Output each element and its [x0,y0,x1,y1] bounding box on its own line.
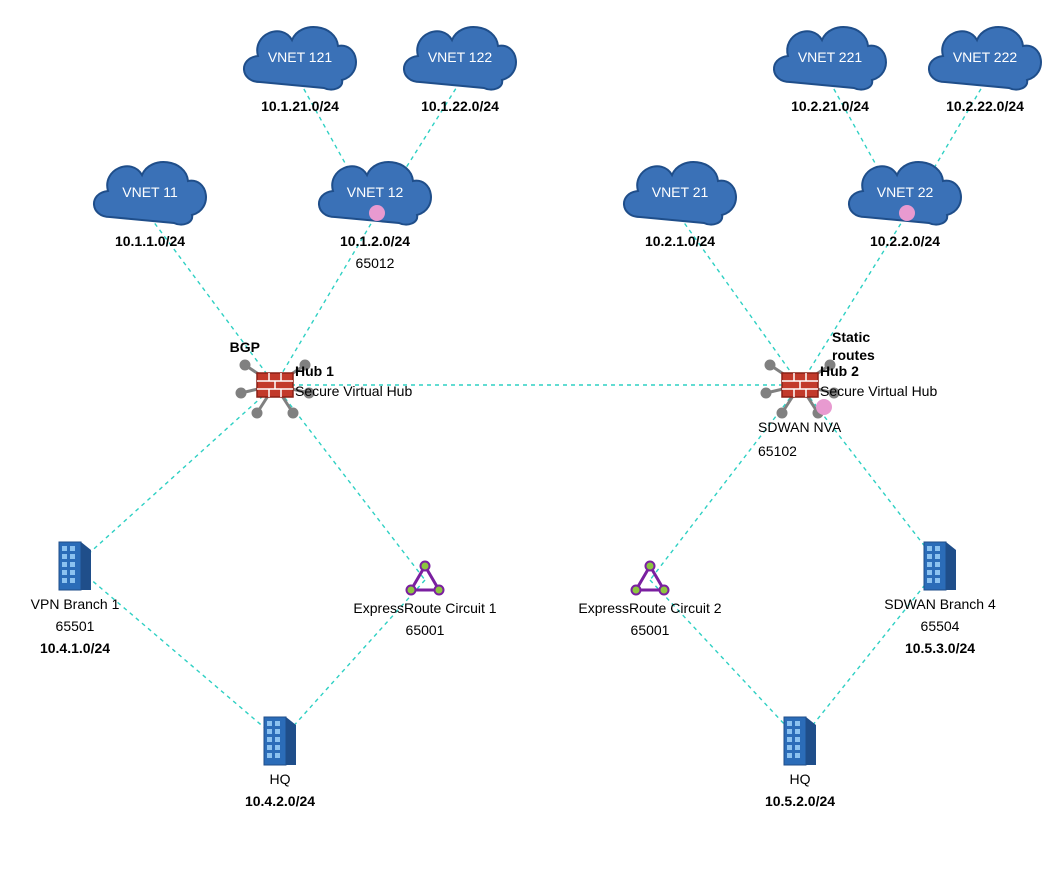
cloud-vnet22: VNET 22 [849,162,961,225]
subnet-label: 10.2.2.0/24 [805,233,1005,249]
building-label: VPN Branch 1 [0,596,175,612]
nva-asn: 65102 [758,443,918,459]
cloud-vnet11: VNET 11 [94,162,206,225]
building-sdwan4 [924,542,956,590]
cloud-vnet222: VNET 222 [929,27,1041,90]
hub-subtitle: Secure Virtual Hub [295,383,495,399]
hub-side-label: routes [832,347,912,363]
building-asn: 65501 [0,618,175,634]
building-hq2 [784,717,816,765]
cloud-vnet122: VNET 122 [404,27,516,90]
cloud-vnet121: VNET 121 [244,27,356,90]
cloud-label: VNET 121 [268,49,333,65]
cloud-vnet12: VNET 12 [319,162,431,225]
building-label: HQ [700,771,900,787]
building-hq1 [264,717,296,765]
building-subnet: 10.5.2.0/24 [700,793,900,809]
building-subnet: 10.5.3.0/24 [840,640,1040,656]
cloud-label: VNET 22 [877,184,934,200]
nva-dot-icon [816,399,832,415]
building-vpnb1 [59,542,91,590]
er-label: ExpressRoute Circuit 1 [325,600,525,616]
building-subnet: 10.4.1.0/24 [0,640,175,656]
expressroute-er2 [632,562,669,595]
er-asn: 65001 [550,622,750,638]
subnet-label: 10.1.22.0/24 [360,98,560,114]
edge-hub1-vpnb1 [75,385,275,566]
hub-side-label: Static [832,329,912,345]
asn-label: 65012 [275,255,475,271]
cloud-label: VNET 11 [122,184,178,200]
subnet-label: 10.2.22.0/24 [885,98,1064,114]
hub-subtitle: Secure Virtual Hub [820,383,1020,399]
cloud-label: VNET 221 [798,49,863,65]
cloud-label: VNET 12 [347,184,404,200]
nva-label: SDWAN NVA [758,419,918,435]
hub-title: Hub 1 [295,363,495,379]
building-label: HQ [180,771,380,787]
nva-dot-icon [899,205,915,221]
building-subnet: 10.4.2.0/24 [180,793,380,809]
hub-title: Hub 2 [820,363,1020,379]
cloud-vnet221: VNET 221 [774,27,886,90]
subnet-label: 10.2.1.0/24 [580,233,780,249]
cloud-label: VNET 21 [652,184,709,200]
hub-side-label: BGP [180,339,260,355]
cloud-label: VNET 222 [953,49,1018,65]
cloud-label: VNET 122 [428,49,493,65]
subnet-label: 10.1.2.0/24 [275,233,475,249]
nva-dot-icon [369,205,385,221]
subnet-label: 10.1.1.0/24 [50,233,250,249]
er-label: ExpressRoute Circuit 2 [550,600,750,616]
expressroute-er1 [407,562,444,595]
er-asn: 65001 [325,622,525,638]
building-asn: 65504 [840,618,1040,634]
building-label: SDWAN Branch 4 [840,596,1040,612]
cloud-vnet21: VNET 21 [624,162,736,225]
